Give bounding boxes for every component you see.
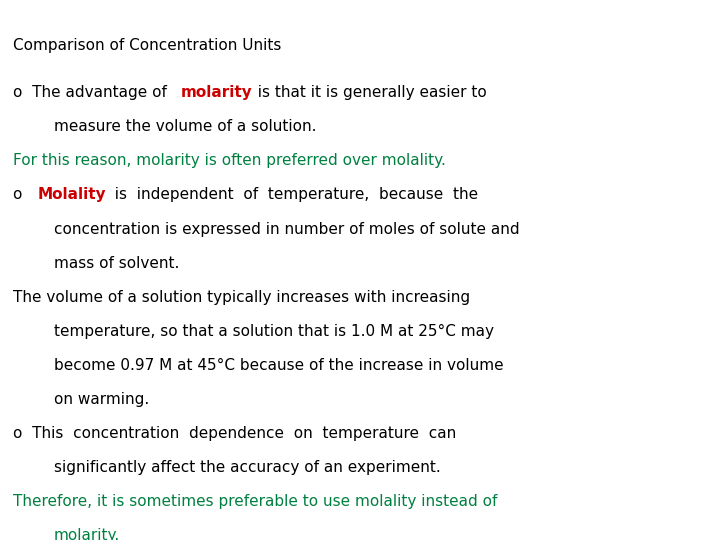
Text: is that it is generally easier to: is that it is generally easier to — [248, 85, 487, 100]
Text: temperature, so that a solution that is 1.0 M at 25°C may: temperature, so that a solution that is … — [54, 323, 494, 339]
Text: molarity: molarity — [181, 85, 253, 100]
Text: For this reason, molarity is often preferred over molality.: For this reason, molarity is often prefe… — [13, 153, 446, 168]
Text: o  The advantage of: o The advantage of — [13, 85, 171, 100]
Text: Comparison of Concentration Units: Comparison of Concentration Units — [13, 38, 282, 53]
Text: o  This  concentration  dependence  on  temperature  can: o This concentration dependence on tempe… — [13, 426, 456, 441]
Text: become 0.97 M at 45°C because of the increase in volume: become 0.97 M at 45°C because of the inc… — [54, 357, 503, 373]
Text: Therefore, it is sometimes preferable to use molality instead of: Therefore, it is sometimes preferable to… — [13, 494, 498, 509]
Text: o: o — [13, 187, 32, 202]
Text: on warming.: on warming. — [54, 392, 149, 407]
Text: mass of solvent.: mass of solvent. — [54, 255, 179, 271]
Text: is  independent  of  temperature,  because  the: is independent of temperature, because t… — [105, 187, 478, 202]
Text: concentration is expressed in number of moles of solute and: concentration is expressed in number of … — [54, 221, 520, 237]
Text: molarity.: molarity. — [54, 528, 120, 540]
Text: measure the volume of a solution.: measure the volume of a solution. — [54, 119, 317, 134]
Text: significantly affect the accuracy of an experiment.: significantly affect the accuracy of an … — [54, 460, 441, 475]
Text: The volume of a solution typically increases with increasing: The volume of a solution typically incre… — [13, 289, 470, 305]
Text: Molality: Molality — [38, 187, 107, 202]
